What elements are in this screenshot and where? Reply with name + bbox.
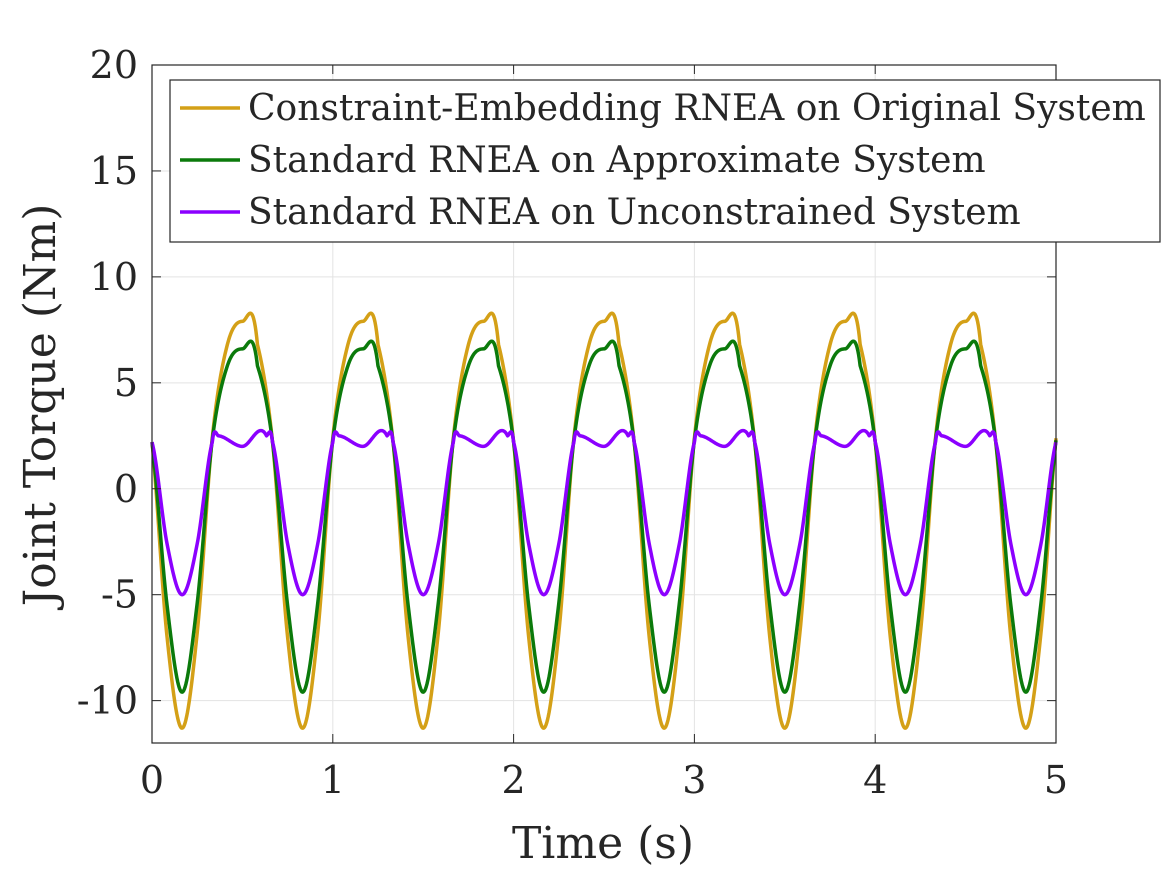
legend-entry-label: Standard RNEA on Approximate System	[248, 140, 986, 181]
x-axis-label: Time (s)	[512, 818, 694, 869]
legend-entry-label: Constraint-Embedding RNEA on Original Sy…	[248, 88, 1146, 129]
tick-labels: 0 1 2 3 4 5 -10 -5 0 5 10 15 20	[77, 43, 1068, 802]
y-tick-label: 0	[114, 467, 138, 511]
x-tick-label: 5	[1044, 758, 1068, 802]
legend: Constraint-Embedding RNEA on Original Sy…	[169, 79, 1161, 243]
legend-entry-label: Standard RNEA on Unconstrained System	[248, 192, 1021, 233]
y-tick-label: 5	[114, 361, 138, 405]
series-line-3	[150, 428, 1058, 597]
legend-box	[169, 79, 1161, 243]
y-tick-label: -10	[77, 679, 138, 723]
x-tick-label: 1	[321, 758, 345, 802]
axes-box	[151, 64, 1057, 744]
y-tick-label: -5	[101, 573, 138, 617]
series-lines	[150, 311, 1058, 730]
x-tick-label: 2	[502, 758, 526, 802]
x-tick-label: 4	[863, 758, 887, 802]
x-tick-label: 3	[682, 758, 706, 802]
y-tick-label: 20	[90, 43, 138, 87]
y-axis-label: Joint Torque (Nm)	[15, 204, 66, 611]
y-tick-label: 15	[90, 149, 138, 193]
x-tick-label: 0	[140, 758, 164, 802]
series-line-2	[150, 339, 1058, 694]
axes	[151, 64, 1057, 744]
y-tick-label: 10	[90, 255, 138, 299]
series-line-1	[150, 311, 1058, 730]
